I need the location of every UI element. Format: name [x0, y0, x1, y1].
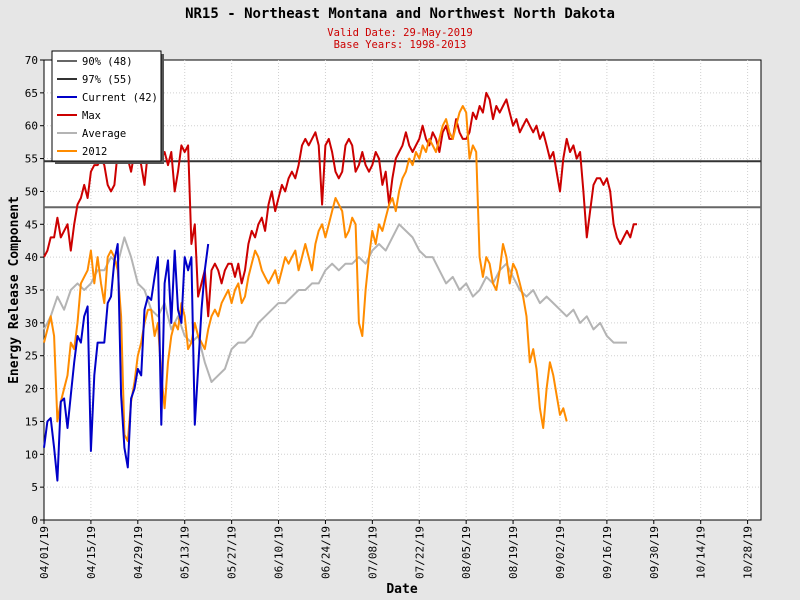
y-axis: 0 5 10 15 20 25 30 35 40 45 50 55 60 65 70 [25, 54, 44, 527]
x-tick-label: 05/27/19 [226, 526, 239, 579]
y-tick-label: 25 [25, 350, 38, 363]
legend-item-average-label: Average [82, 128, 126, 140]
legend-item-2012-label: 2012 [82, 146, 107, 158]
x-axis-label: Date [386, 582, 417, 597]
y-axis-label: Energy Release Component [7, 196, 22, 384]
legend-item-max-label: Max [82, 110, 101, 122]
legend-box [51, 50, 162, 162]
y-tick-label: 50 [25, 185, 38, 198]
y-tick-label: 10 [25, 448, 38, 461]
y-tick-label: 40 [25, 251, 38, 264]
x-tick-label: 07/08/19 [366, 526, 379, 579]
x-tick-label: 09/02/19 [554, 526, 567, 579]
current-series-line [43, 243, 210, 482]
legend: 90% (48) 97% (55) Current (42) Max Average 20… [51, 50, 164, 164]
legend-item-90pct-label: 90% (48) [82, 56, 133, 68]
x-tick-label: 04/01/19 [38, 526, 51, 579]
y-tick-label: 60 [25, 120, 38, 133]
grid-lines [44, 60, 761, 520]
x-tick-label: 07/22/19 [413, 526, 426, 579]
x-tick-label: 05/13/19 [179, 526, 192, 579]
x-axis: 04/01/19 04/15/19 04/29/19 05/13/19 05/27/19… [38, 520, 755, 579]
y-tick-label: 15 [25, 415, 38, 428]
x-tick-label: 10/14/19 [695, 526, 708, 579]
base-years-subtitle: Base Years: 1998-2013 [333, 39, 467, 51]
legend-item-current-label: Current (42) [82, 92, 158, 104]
y-tick-label: 5 [31, 481, 38, 494]
x-tick-label: 09/30/19 [648, 526, 661, 579]
y-tick-label: 20 [25, 383, 38, 396]
x-tick-label: 08/19/19 [507, 526, 520, 579]
y-tick-label: 30 [25, 317, 38, 330]
x-tick-label: 04/15/19 [85, 526, 98, 579]
x-tick-label: 06/24/19 [319, 526, 332, 579]
average-series-line [43, 223, 627, 383]
legend-item-97pct-label: 97% (55) [82, 74, 133, 86]
x-tick-label: 06/10/19 [273, 526, 286, 579]
max-series-line [43, 91, 637, 318]
series-lines [43, 91, 637, 482]
y-tick-label: 45 [25, 218, 38, 231]
y-tick-label: 70 [25, 54, 38, 67]
chart-title: NR15 - Northeast Montana and Northwest N… [185, 6, 615, 22]
y-tick-label: 35 [25, 284, 38, 297]
y-tick-label: 65 [25, 87, 38, 100]
x-tick-label: 04/29/19 [132, 526, 145, 579]
x-tick-label: 09/16/19 [601, 526, 614, 579]
y-tick-label: 55 [25, 153, 38, 166]
x-tick-label: 08/05/19 [460, 526, 473, 579]
valid-date-subtitle: Valid Date: 29-May-2019 [327, 27, 473, 39]
y-tick-label: 0 [31, 514, 38, 527]
x-tick-label: 10/28/19 [742, 526, 755, 579]
